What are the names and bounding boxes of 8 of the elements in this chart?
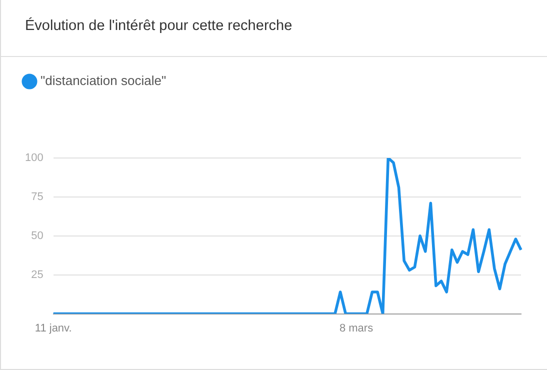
y-tick-label: 100 [24,152,44,164]
y-tick-label: 50 [31,230,44,242]
chart-title: Évolution de l'intérêt pour cette recherche [25,18,292,34]
legend-label: "distanciation sociale" [40,73,166,88]
y-tick-label: 75 [31,190,44,203]
y-tick-label: 25 [31,268,44,281]
x-tick-label: 8 mars [339,322,374,334]
x-tick-label: 11 janv. [34,322,72,334]
